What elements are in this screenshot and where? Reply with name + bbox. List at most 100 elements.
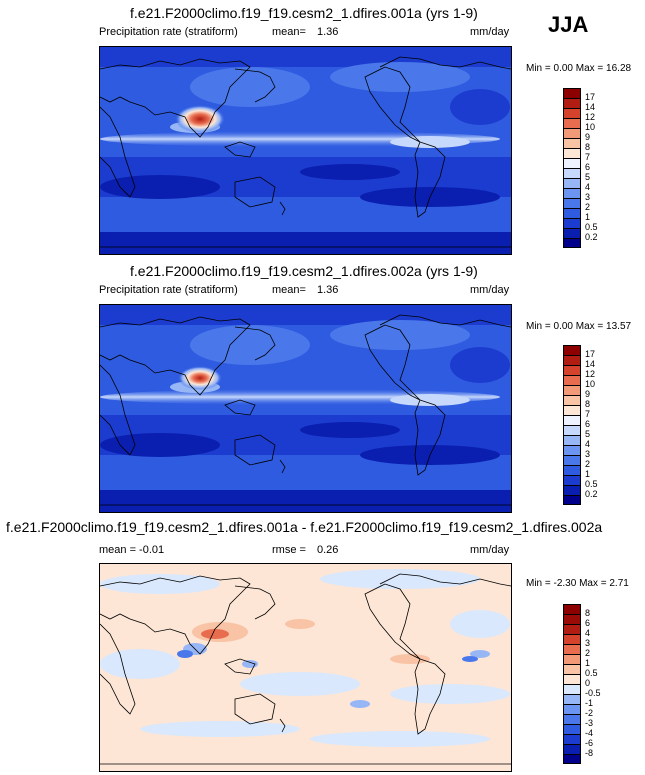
panel2-precip-map [99, 304, 512, 513]
colorbar-segment [563, 455, 581, 465]
colorbar-tick-label: 0 [585, 678, 591, 688]
colorbar-tick-label: -4 [585, 728, 594, 738]
panel2-variable-label: Precipitation rate (stratiform) [99, 284, 238, 296]
colorbar-segment [563, 345, 581, 355]
panel1-variable-label: Precipitation rate (stratiform) [99, 26, 238, 38]
panel3-units: mm/day [470, 544, 510, 556]
colorbar-tick-label: 10 [585, 379, 596, 389]
colorbar-segment [563, 624, 581, 634]
panel2-colorbar: 0.2 0.5 1 2 3 4 5 6 7 8 9 10 12 14 17 [563, 345, 623, 505]
colorbar-tick-label: 1 [585, 658, 591, 668]
colorbar-segment [563, 694, 581, 704]
panel1-mean-label: mean= [272, 26, 306, 38]
colorbar-tick-label: 6 [585, 419, 591, 429]
colorbar-segment [563, 168, 581, 178]
colorbar-segment [563, 218, 581, 228]
colorbar-segment [563, 108, 581, 118]
colorbar-segment [563, 614, 581, 624]
colorbar-tick-label: 5 [585, 429, 591, 439]
colorbar-tick-label: -6 [585, 738, 594, 748]
colorbar-tick-label: 0.5 [585, 222, 598, 232]
colorbar-tick-label: 14 [585, 359, 596, 369]
colorbar-segment [563, 238, 581, 248]
colorbar-tick-label: 6 [585, 162, 591, 172]
colorbar-tick-label: 12 [585, 369, 596, 379]
panel3-title: f.e21.F2000climo.f19_f19.cesm2_1.dfires.… [6, 519, 603, 535]
panel1-units: mm/day [470, 26, 510, 38]
colorbar-segment [563, 465, 581, 475]
colorbar-tick-label: -8 [585, 748, 594, 758]
colorbar-tick-label: 14 [585, 102, 596, 112]
colorbar-tick-label: 3 [585, 449, 591, 459]
colorbar-segment [563, 98, 581, 108]
panel3-rmse-label: rmse = [272, 544, 306, 556]
panel2-mean-label: mean= [272, 284, 306, 296]
colorbar-tick-label: 0.2 [585, 232, 598, 242]
colorbar-segment [563, 674, 581, 684]
panel2-title: f.e21.F2000climo.f19_f19.cesm2_1.dfires.… [130, 263, 478, 279]
colorbar-tick-label: 4 [585, 628, 591, 638]
colorbar-tick-label: 2 [585, 202, 591, 212]
colorbar-segment [563, 734, 581, 744]
colorbar-segment [563, 355, 581, 365]
colorbar-tick-label: 8 [585, 399, 591, 409]
colorbar-tick-label: 7 [585, 152, 591, 162]
colorbar-segment [563, 188, 581, 198]
colorbar-tick-label: 4 [585, 439, 591, 449]
colorbar-segment [563, 365, 581, 375]
colorbar-segment [563, 198, 581, 208]
panel3-difference-map [99, 563, 512, 772]
colorbar-tick-label: 6 [585, 618, 591, 628]
colorbar-tick-label: -2 [585, 708, 594, 718]
colorbar-tick-label: 2 [585, 459, 591, 469]
colorbar-tick-label: 9 [585, 389, 591, 399]
colorbar-tick-label: 8 [585, 608, 591, 618]
colorbar-tick-label: 1 [585, 212, 591, 222]
colorbar-segment [563, 714, 581, 724]
colorbar-segment [563, 228, 581, 238]
colorbar-tick-label: 7 [585, 409, 591, 419]
colorbar-segment [563, 664, 581, 674]
colorbar-tick-label: 10 [585, 122, 596, 132]
colorbar-tick-label: 12 [585, 112, 596, 122]
colorbar-segment [563, 118, 581, 128]
colorbar-segment [563, 88, 581, 98]
colorbar-segment [563, 395, 581, 405]
panel1-title: f.e21.F2000climo.f19_f19.cesm2_1.dfires.… [130, 5, 478, 21]
season-label: JJA [548, 12, 589, 37]
colorbar-tick-label: -1 [585, 698, 594, 708]
colorbar-tick-label: 3 [585, 638, 591, 648]
colorbar-segment [563, 634, 581, 644]
panel2-mean-value: 1.36 [317, 284, 339, 296]
panel2-minmax: Min = 0.00 Max = 13.57 [526, 321, 632, 332]
colorbar-segment [563, 644, 581, 654]
colorbar-segment [563, 754, 581, 764]
colorbar-tick-label: -0.5 [585, 688, 601, 698]
panel1-colorbar: 0.2 0.5 1 2 3 4 5 6 7 8 9 10 12 14 17 [563, 88, 623, 248]
colorbar-segment [563, 375, 581, 385]
colorbar-tick-label: 5 [585, 172, 591, 182]
colorbar-segment [563, 485, 581, 495]
colorbar-tick-label: 17 [585, 349, 596, 359]
colorbar-segment [563, 178, 581, 188]
colorbar-tick-label: 3 [585, 192, 591, 202]
colorbar-tick-label: 4 [585, 182, 591, 192]
colorbar-segment [563, 684, 581, 694]
colorbar-segment [563, 148, 581, 158]
colorbar-segment [563, 604, 581, 614]
colorbar-segment [563, 425, 581, 435]
colorbar-segment [563, 724, 581, 734]
panel3-minmax: Min = -2.30 Max = 2.71 [526, 578, 629, 589]
colorbar-segment [563, 385, 581, 395]
colorbar-segment [563, 495, 581, 505]
colorbar-segment [563, 405, 581, 415]
panel3-rmse-value: 0.26 [317, 544, 339, 556]
colorbar-tick-label: -3 [585, 718, 594, 728]
colorbar-tick-label: 8 [585, 142, 591, 152]
panel2-units: mm/day [470, 284, 510, 296]
colorbar-tick-label: 2 [585, 648, 591, 658]
colorbar-segment [563, 128, 581, 138]
colorbar-segment [563, 415, 581, 425]
colorbar-tick-label: 0.5 [585, 479, 598, 489]
colorbar-tick-label: 0.2 [585, 489, 598, 499]
